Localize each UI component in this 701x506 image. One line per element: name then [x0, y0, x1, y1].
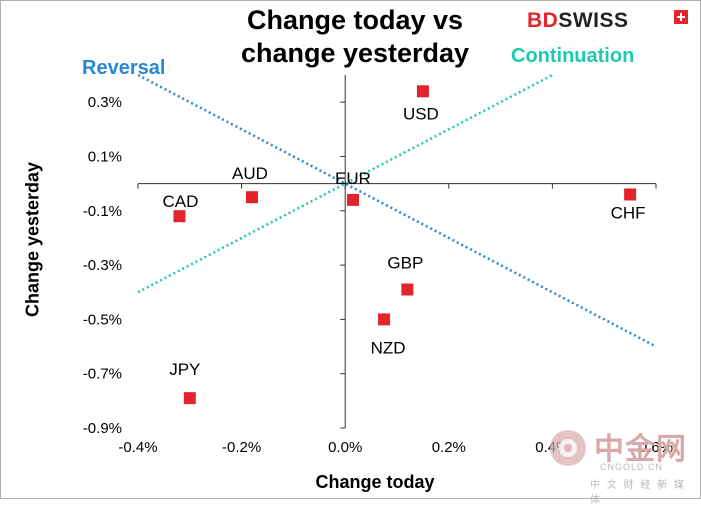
watermark-url: CNGOLD.CN [600, 462, 664, 472]
point-marker-nzd [378, 313, 391, 326]
point-label-nzd: NZD [371, 338, 406, 357]
watermark-subtitle: 中 文 财 经 新 媒 体 [590, 480, 686, 506]
watermark-name: 中金网 [594, 433, 687, 466]
point-label-aud: AUD [232, 164, 268, 183]
point-label-chf: CHF [611, 203, 646, 222]
x-tick-label: 0.6% [639, 439, 673, 456]
point-marker-chf [624, 188, 637, 201]
x-tick-label: 0.2% [432, 439, 466, 456]
watermark-logo-icon [550, 430, 586, 466]
brand-suffix: SWISS [558, 9, 629, 32]
point-label-cad: CAD [162, 192, 198, 211]
point-marker-cad [173, 210, 186, 223]
continuation-label: Continuation [511, 45, 635, 67]
point-marker-usd [416, 85, 429, 98]
swiss-cross-icon [674, 10, 688, 24]
y-tick-label: -0.5% [83, 311, 122, 328]
y-tick-label: -0.1% [83, 203, 122, 220]
x-tick-label: -0.2% [222, 439, 261, 456]
point-label-usd: USD [403, 104, 439, 123]
chart-title-line-2: change yesterday [240, 38, 470, 68]
x-tick-label: -0.4% [118, 439, 157, 456]
y-tick-label: 0.3% [88, 94, 122, 111]
y-tick-label: -0.3% [83, 257, 122, 274]
brand-prefix: BD [527, 9, 559, 32]
chart-title: Change today vs change yesterday [205, 4, 505, 70]
watermark: 中金网 CNGOLD.CN 中 文 财 经 新 媒 体 [548, 424, 698, 506]
point-label-jpy: JPY [169, 360, 200, 379]
x-tick-label: 0.0% [328, 439, 362, 456]
x-axis-label: Change today [315, 472, 435, 492]
point-marker-aud [245, 191, 258, 204]
point-marker-jpy [183, 392, 196, 405]
chart-title-line-1: Change today vs [246, 5, 464, 35]
point-marker-eur [346, 193, 359, 206]
point-label-gbp: GBP [387, 254, 423, 273]
y-tick-label: -0.9% [83, 420, 122, 437]
y-tick-label: -0.7% [83, 366, 122, 383]
point-label-eur: EUR [335, 169, 371, 188]
reversal-label: Reversal [82, 57, 166, 79]
y-tick-label: 0.1% [88, 148, 122, 165]
y-axis-label: Change yesterday [22, 161, 43, 318]
trend-line-reversal [137, 73, 657, 348]
brand-logo: BDSWISS [527, 9, 629, 33]
point-marker-gbp [401, 283, 414, 296]
